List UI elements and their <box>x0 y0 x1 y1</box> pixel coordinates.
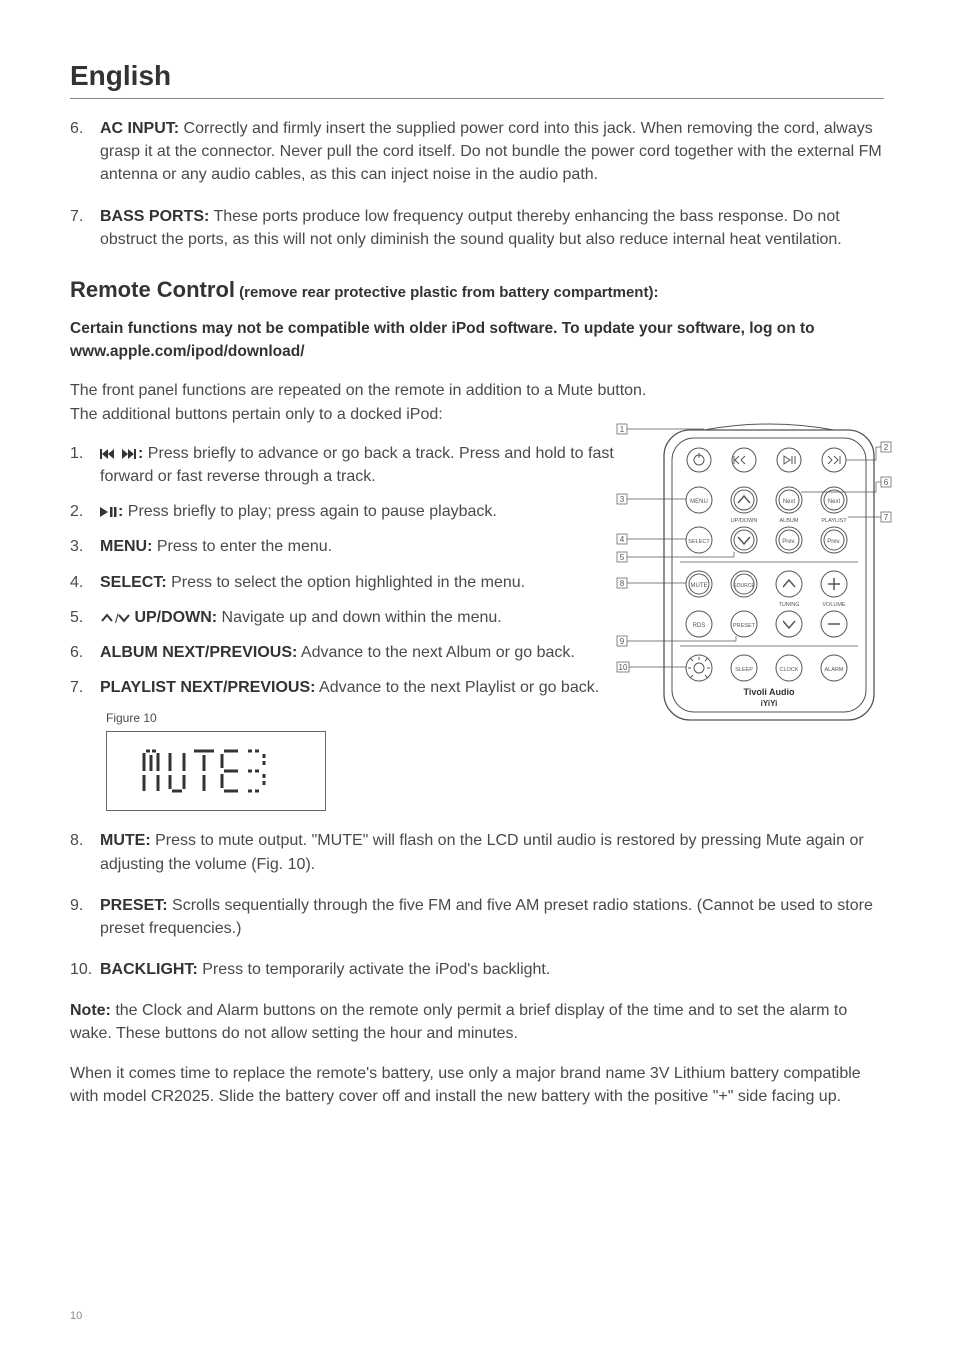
svg-text:CLOCK: CLOCK <box>780 667 799 673</box>
item-number: 1. <box>70 442 100 465</box>
item-text: Press briefly to play; press again to pa… <box>123 503 497 520</box>
list-item: 2.: Press briefly to play; press again t… <box>70 500 650 523</box>
front-note-line1: The front panel functions are repeated o… <box>70 382 646 399</box>
svg-text:Tivoli Audio: Tivoli Audio <box>744 687 796 697</box>
list-item: 8.MUTE: Press to mute output. "MUTE" wil… <box>70 829 884 875</box>
svg-text:MENU: MENU <box>690 499 708 505</box>
svg-text:Prev.: Prev. <box>782 539 796 545</box>
svg-text:Prev.: Prev. <box>827 539 841 545</box>
list-item: 3.MENU: Press to enter the menu. <box>70 535 650 558</box>
item-text: Scrolls sequentially through the five FM… <box>100 897 873 937</box>
title-rule <box>70 98 884 99</box>
svg-text:VOLUME: VOLUME <box>822 602 846 608</box>
list-item: 4.SELECT: Press to select the option hig… <box>70 571 650 594</box>
list-item: 7.BASS PORTS: These ports produce low fr… <box>70 205 884 251</box>
svg-text:Next: Next <box>783 499 796 505</box>
svg-text:7: 7 <box>884 513 889 522</box>
item-text: Advance to the next Album or go back. <box>297 644 575 661</box>
item-text: Press to mute output. "MUTE" will flash … <box>100 832 864 872</box>
item-label: MENU: <box>100 538 152 555</box>
item-text: Navigate up and down within the menu. <box>217 609 502 626</box>
figure-box <box>106 731 326 811</box>
battery-paragraph: When it comes time to replace the remote… <box>70 1062 884 1108</box>
note-text: the Clock and Alarm buttons on the remot… <box>70 1002 847 1042</box>
svg-text:ALARM: ALARM <box>825 667 844 673</box>
svg-text:SELECT: SELECT <box>688 539 710 545</box>
item-number: 9. <box>70 894 100 917</box>
item-number: 10. <box>70 958 100 981</box>
list-item: 1.: Press briefly to advance or go back … <box>70 442 650 488</box>
page-number: 10 <box>70 1310 82 1322</box>
svg-text:ALBUM: ALBUM <box>780 518 799 524</box>
svg-text:9: 9 <box>620 637 625 646</box>
item-label: PLAYLIST NEXT/PREVIOUS: <box>100 679 315 696</box>
item-label: MUTE: <box>100 832 151 849</box>
svg-text:8: 8 <box>620 579 625 588</box>
item-text: These ports produce low frequency output… <box>100 208 842 248</box>
item-text: Press briefly to advance or go back a tr… <box>100 445 614 485</box>
item-number: 2. <box>70 500 100 523</box>
remote-control-heading: Remote Control (remove rear protective p… <box>70 277 884 303</box>
svg-text:2: 2 <box>884 443 889 452</box>
item-number: 6. <box>70 641 100 664</box>
item-label: AC INPUT: <box>100 120 179 137</box>
item-label: SELECT: <box>100 574 167 591</box>
svg-text:MUTE: MUTE <box>691 583 708 589</box>
svg-text:6: 6 <box>884 478 889 487</box>
item-text: Press to enter the menu. <box>152 538 332 555</box>
svg-text:5: 5 <box>620 553 625 562</box>
item-label: BASS PORTS: <box>100 208 209 225</box>
item-label: BACKLIGHT: <box>100 961 198 978</box>
list-item: 5. / UP/DOWN: Navigate up and down within… <box>70 606 650 629</box>
svg-text:1: 1 <box>620 425 625 434</box>
item-text: Press to temporarily activate the iPod's… <box>198 961 551 978</box>
item-label: ALBUM NEXT/PREVIOUS: <box>100 644 297 661</box>
item-text: Press to select the option highlighted i… <box>167 574 525 591</box>
item-number: 3. <box>70 535 100 558</box>
svg-text:PRESET: PRESET <box>733 623 756 629</box>
compat-note: Certain functions may not be compatible … <box>70 317 884 364</box>
item-text: Correctly and firmly insert the supplied… <box>100 120 882 183</box>
front-note-line2: The additional buttons pertain only to a… <box>70 406 443 423</box>
svg-text:SOURCE: SOURCE <box>733 583 755 589</box>
item-label: PRESET: <box>100 897 168 914</box>
svg-text:4: 4 <box>620 535 625 544</box>
svg-text:UP/DOWN: UP/DOWN <box>731 518 758 524</box>
svg-text:TUNING: TUNING <box>778 602 799 608</box>
svg-text:iYiYi: iYiYi <box>761 699 778 708</box>
item-number: 7. <box>70 676 100 699</box>
item-number: 6. <box>70 117 100 140</box>
list-item: 6.AC INPUT: Correctly and firmly insert … <box>70 117 884 187</box>
item-number: 5. <box>70 606 100 629</box>
item-number: 4. <box>70 571 100 594</box>
item-number: 7. <box>70 205 100 228</box>
list-item: 10.BACKLIGHT: Press to temporarily activ… <box>70 958 884 981</box>
item-text: Advance to the next Playlist or go back. <box>315 679 599 696</box>
note-label: Note: <box>70 1002 111 1019</box>
remote-title: Remote Control <box>70 277 235 302</box>
note-paragraph: Note: the Clock and Alarm buttons on the… <box>70 999 884 1045</box>
mute-lcd-icon <box>136 743 296 799</box>
item-number: 8. <box>70 829 100 852</box>
svg-text:Next: Next <box>828 499 841 505</box>
list-item: 6.ALBUM NEXT/PREVIOUS: Advance to the ne… <box>70 641 650 664</box>
svg-text:10: 10 <box>619 663 628 672</box>
svg-text:SLEEP: SLEEP <box>735 667 753 673</box>
remote-subtitle: (remove rear protective plastic from bat… <box>235 284 658 301</box>
remote-diagram: MENU Next Next UP/DOWN ALBUM PLAYLIST SE… <box>614 412 894 732</box>
item-label: UP/DOWN: <box>130 609 217 626</box>
svg-text:RDS: RDS <box>693 623 706 629</box>
list-item: 9.PRESET: Scrolls sequentially through t… <box>70 894 884 940</box>
svg-text:/: / <box>115 612 119 624</box>
svg-text:PLAYLIST: PLAYLIST <box>821 518 847 524</box>
svg-text:3: 3 <box>620 495 625 504</box>
page-title: English <box>70 60 884 92</box>
